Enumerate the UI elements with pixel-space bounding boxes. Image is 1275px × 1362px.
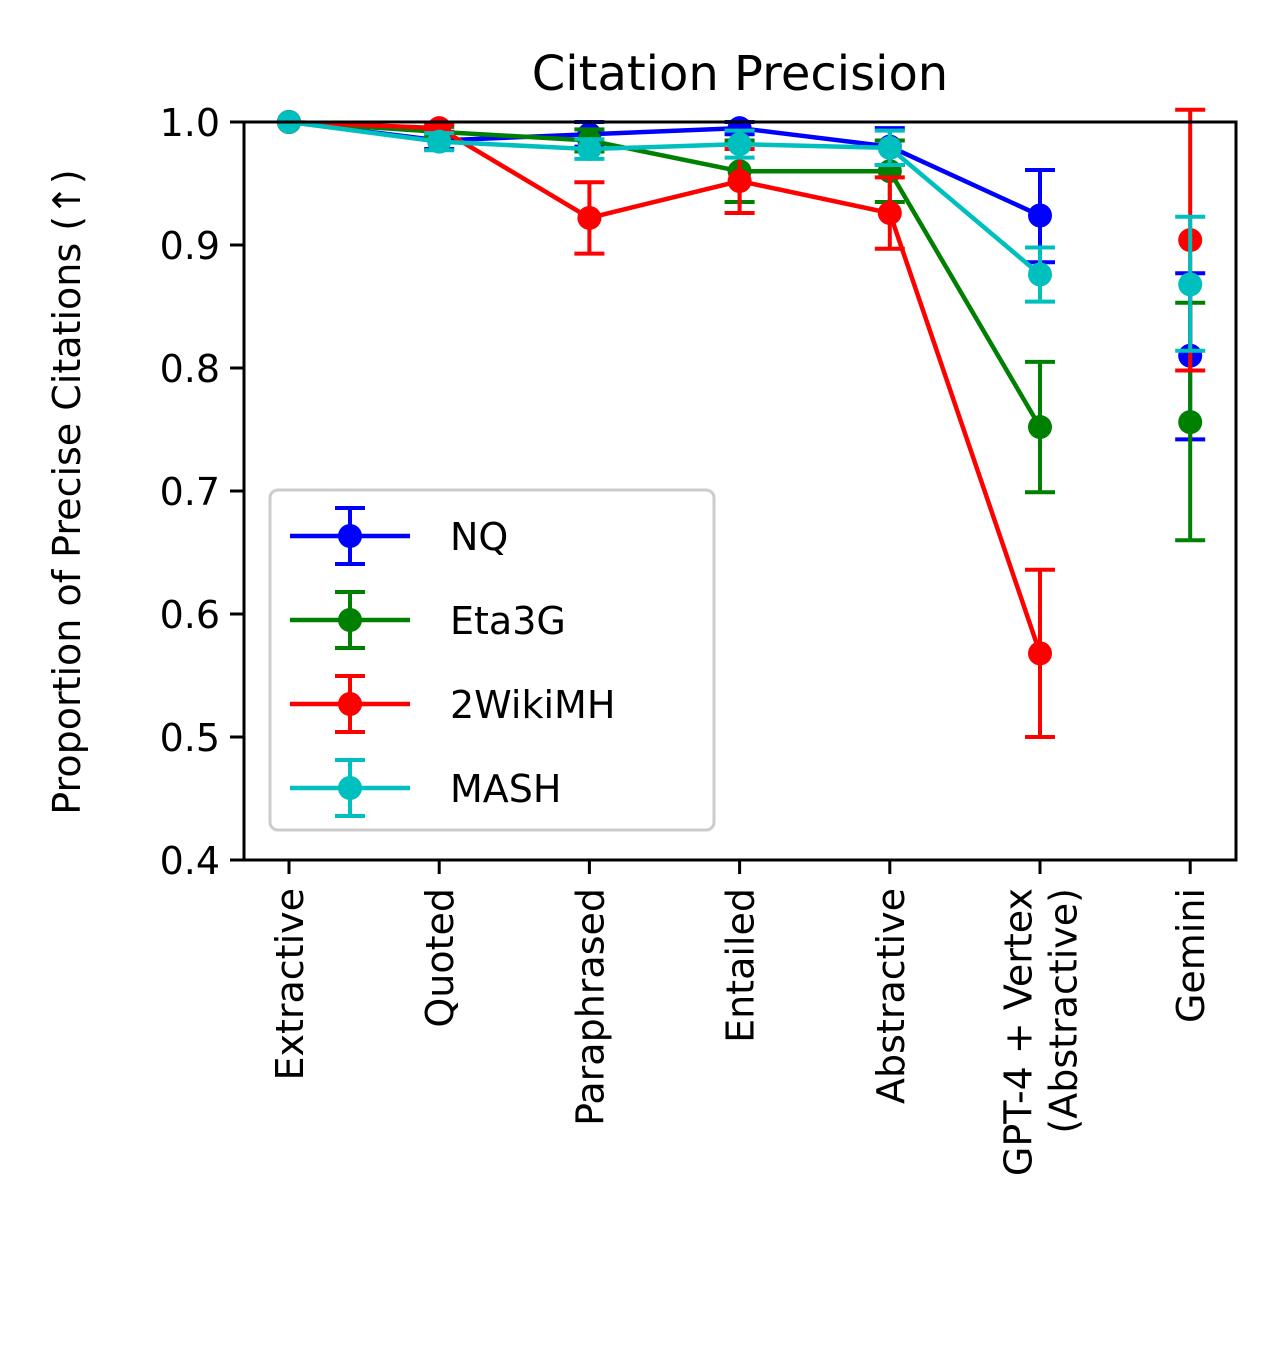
data-point [427,129,452,154]
y-tick-label: 1.0 [160,101,220,145]
y-tick-label: 0.8 [160,347,220,391]
series-line [288,119,1043,655]
series-line [288,119,1042,277]
x-tick-label: Quoted [418,888,462,1028]
series-layer [277,107,1206,739]
legend-label: 2WikiMH [450,683,615,727]
legend-label: NQ [450,515,508,559]
data-point [877,201,902,226]
x-tick-label: Gemini [1169,888,1213,1023]
x-axis: Extractive Quoted Paraphrased Entailed Abstr… [268,860,1213,1176]
legend-frame [268,488,716,832]
data-point [1178,410,1203,435]
x-tick-label: Extractive [268,888,312,1081]
data-point [727,132,752,157]
x-tick-label: Paraphrased [568,888,612,1126]
x-tick-label-line: GPT-4 + Vertex [997,888,1041,1176]
legend-item: Eta3G [290,590,566,650]
y-tick-label: 0.7 [160,470,220,514]
x-tick-label: Entailed [719,888,763,1043]
legend-label: Eta3G [450,599,566,643]
series-MASH [277,110,1206,353]
data-point [1028,262,1052,287]
x-tick-label: GPT-4 + Vertex(Abstractive) [997,888,1086,1176]
y-axis: 0.4 0.5 0.6 0.7 0.8 0.9 1.0 [160,101,244,883]
x-tick-label-line: Paraphrased [568,888,612,1126]
y-tick-label: 0.4 [160,839,220,883]
legend: NQ Eta3G 2WikiMH MASH [268,488,716,832]
x-tick-label-line: (Abstractive) [1042,888,1086,1134]
y-tick-label: 0.5 [160,716,220,760]
legend-item: MASH [290,758,561,818]
y-axis-label: Proportion of Precise Citations (↑) [45,169,89,814]
data-point [877,135,902,160]
x-tick-label-line: Entailed [719,888,763,1043]
data-point [577,205,602,230]
data-point [1028,203,1052,228]
data-point [1028,641,1052,666]
x-tick-label-line: Gemini [1169,888,1213,1023]
y-tick-label: 0.9 [160,224,220,268]
x-tick-label: Abstractive [869,888,913,1104]
x-tick-label-line: Quoted [418,888,462,1028]
series-line [288,119,1042,429]
data-point [1028,415,1052,440]
data-point [727,169,752,194]
chart-title: Citation Precision [532,46,948,102]
legend-item: NQ [290,506,508,566]
legend-label: MASH [450,767,561,811]
data-point [577,137,602,162]
x-tick-label-line: Abstractive [869,888,913,1104]
data-point [1178,272,1203,297]
x-tick-label-line: Extractive [268,888,312,1081]
y-tick-label: 0.6 [160,593,220,637]
legend-item: 2WikiMH [290,674,615,734]
